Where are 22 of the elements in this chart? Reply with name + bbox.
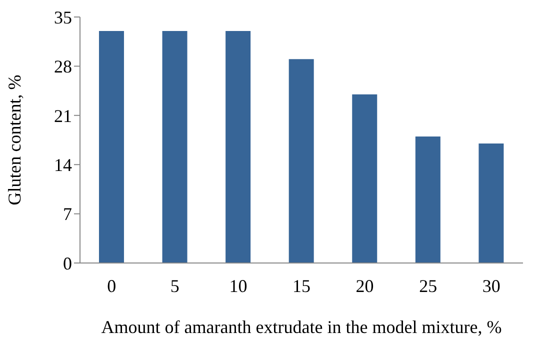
y-tick-label: 7: [63, 204, 72, 224]
bar: [98, 31, 124, 263]
x-tick-label: 0: [107, 276, 116, 296]
bar: [162, 31, 188, 263]
x-tick-label: 5: [170, 276, 180, 296]
y-axis-title: Gluten content, %: [4, 74, 24, 206]
y-tick-label: 35: [54, 7, 72, 28]
bar: [352, 94, 378, 263]
bar: [288, 59, 314, 263]
bar: [415, 136, 440, 263]
bar: [478, 144, 504, 263]
y-tick-label: 14: [54, 154, 72, 175]
bar: [226, 31, 251, 263]
x-tick-label: 30: [482, 276, 500, 296]
y-tick-label: 28: [54, 56, 72, 77]
x-tick-label: 20: [356, 276, 374, 296]
y-tick-label: 21: [54, 106, 72, 126]
x-tick-label: 15: [292, 276, 310, 296]
x-tick-label: 25: [419, 276, 438, 296]
y-tick-label: 0: [63, 253, 72, 274]
x-axis-title: Amount of amaranth extrudate in the model mixture, %: [101, 317, 502, 337]
x-tick-label: 10: [229, 276, 248, 296]
